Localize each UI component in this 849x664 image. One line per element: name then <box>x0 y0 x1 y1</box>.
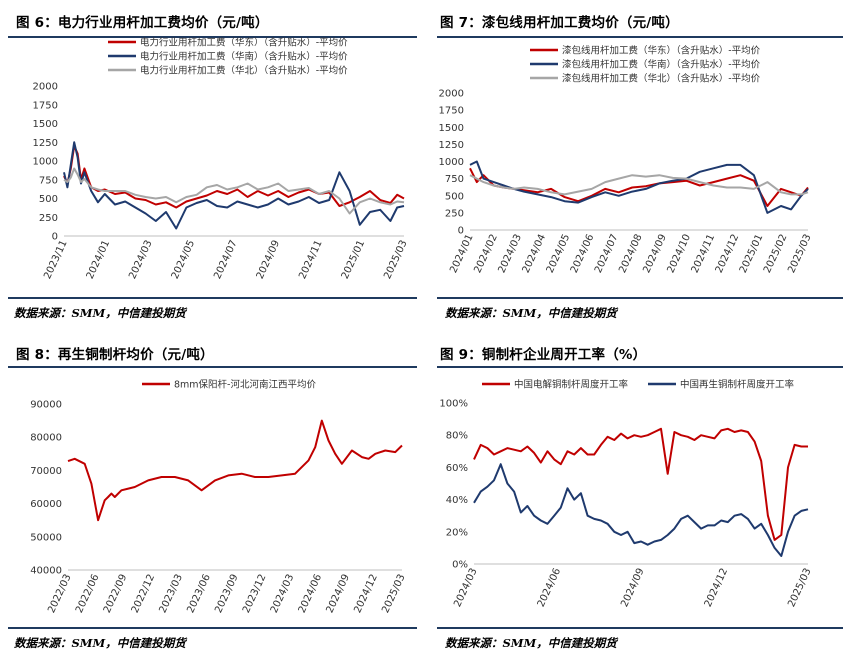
y-tick-label: 90000 <box>30 400 62 411</box>
chart-title: 图 8：再生铜制杆均价（元/吨） <box>16 347 214 363</box>
footer-rule-bottom-left <box>8 627 417 629</box>
legend-label: 电力行业用杆加工费（华南）（含升贴水）-平均价 <box>140 51 348 63</box>
y-tick-label: 1500 <box>33 119 58 130</box>
legend-label: 电力行业用杆加工费（华东）（含升贴水）-平均价 <box>140 37 348 49</box>
legend-label: 漆包线用杆加工费（华北）（含升贴水）-平均价 <box>562 73 761 85</box>
series-line <box>67 419 403 522</box>
series-line <box>473 463 809 557</box>
y-tick-label: 1000 <box>439 157 464 168</box>
y-tick-label: 1750 <box>439 106 464 117</box>
y-tick-label: 70000 <box>30 466 62 477</box>
y-tick-label: 20% <box>446 527 468 538</box>
y-tick-label: 40% <box>446 495 468 506</box>
y-tick-label: 250 <box>445 208 464 219</box>
legend-label: 电力行业用杆加工费（华北）（含升贴水）-平均价 <box>140 65 348 77</box>
y-tick-label: 1250 <box>33 138 58 149</box>
y-tick-label: 500 <box>445 191 464 202</box>
legend-label: 漆包线用杆加工费（华南）（含升贴水）-平均价 <box>562 59 761 71</box>
y-tick-label: 2000 <box>439 89 464 100</box>
series-line <box>469 174 809 196</box>
x-tick-label: 2025/03 <box>786 567 814 609</box>
series-line <box>63 167 405 215</box>
y-tick-label: 100% <box>439 399 468 410</box>
chart-title: 图 6：电力行业用杆加工费均价（元/吨） <box>16 15 269 31</box>
data-source: 数据来源：SMM，中信建投期货 <box>445 636 617 650</box>
chart-title: 图 9：铜制杆企业周开工率（%） <box>440 347 647 363</box>
legend-label: 中国再生铜制杆周度开工率 <box>680 379 795 391</box>
y-tick-label: 0 <box>458 226 464 237</box>
y-tick-label: 1750 <box>33 100 58 111</box>
y-tick-label: 60% <box>446 463 468 474</box>
y-tick-label: 50000 <box>30 532 62 543</box>
header-rule-bottom-left <box>8 366 417 368</box>
y-tick-label: 40000 <box>30 566 62 577</box>
footer-rule-top-left <box>8 297 417 299</box>
y-tick-label: 2000 <box>33 82 58 93</box>
legend-label: 漆包线用杆加工费（华东）（含升贴水）-平均价 <box>562 45 761 57</box>
y-tick-label: 250 <box>39 213 58 224</box>
y-tick-label: 750 <box>39 175 58 186</box>
header-rule-top-right <box>437 36 843 38</box>
y-tick-label: 60000 <box>30 499 62 510</box>
x-tick-label: 2024/03 <box>452 567 480 609</box>
series-line <box>63 145 405 209</box>
data-source: 数据来源：SMM，中信建投期货 <box>14 306 186 320</box>
y-tick-label: 80% <box>446 431 468 442</box>
x-tick-label: 2024/09 <box>619 567 647 609</box>
legend-label: 中国电解铜制杆周度开工率 <box>514 379 629 391</box>
legend-label: 8mm保阳杆-河北河南江西平均价 <box>174 379 316 391</box>
x-tick-label: 2024/12 <box>703 567 731 609</box>
y-tick-label: 1500 <box>439 123 464 134</box>
data-source: 数据来源：SMM，中信建投期货 <box>14 636 186 650</box>
x-tick-label: 2024/06 <box>536 567 564 609</box>
footer-rule-bottom-right <box>437 627 843 629</box>
y-tick-label: 1000 <box>33 157 58 168</box>
y-tick-label: 0% <box>452 560 468 571</box>
y-tick-label: 500 <box>39 194 58 205</box>
header-rule-bottom-right <box>437 366 843 368</box>
header-rule-top-left <box>8 36 417 38</box>
y-tick-label: 1250 <box>439 140 464 151</box>
y-tick-label: 750 <box>445 174 464 185</box>
chart-title: 图 7：漆包线用杆加工费均价（元/吨） <box>440 15 679 31</box>
data-source: 数据来源：SMM，中信建投期货 <box>445 306 617 320</box>
footer-rule-top-right <box>437 297 843 299</box>
y-tick-label: 0 <box>52 232 58 243</box>
series-line <box>473 427 808 541</box>
y-tick-label: 80000 <box>30 433 62 444</box>
